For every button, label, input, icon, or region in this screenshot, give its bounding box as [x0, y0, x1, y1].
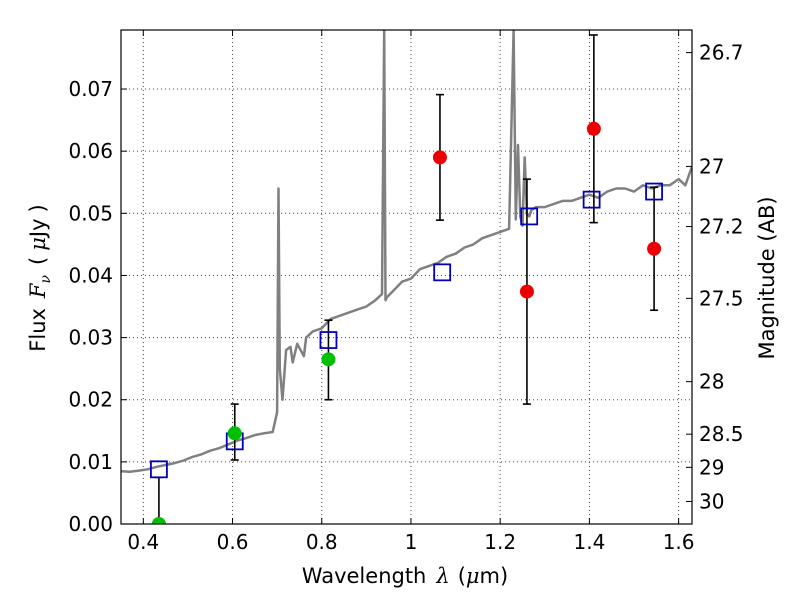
model-point [582, 190, 601, 209]
y2-tick-label: 27.2 [699, 215, 744, 239]
y2-tick-label: 30 [699, 489, 724, 513]
grid-lines [121, 30, 692, 524]
x-tick-label: 0.8 [306, 530, 338, 554]
y-tick-label: 0.03 [68, 326, 113, 350]
optical-point [151, 517, 166, 524]
y2-tick-label: 28 [699, 370, 724, 394]
y-tick-label: 0.00 [68, 512, 113, 536]
y-axis-label: FluxFν(μJy) [26, 204, 54, 351]
x-tick-label: 1.6 [663, 530, 695, 554]
sed-series-line [121, 30, 692, 474]
data-markers [150, 121, 663, 524]
optical-point [227, 426, 242, 441]
y-tick-label: 0.07 [68, 77, 113, 101]
x-tick-label: 1 [405, 530, 418, 554]
sed-template-line [121, 30, 692, 474]
plot-frame [120, 29, 693, 525]
model-point [645, 182, 663, 201]
model-point [150, 460, 168, 479]
x-axis-label: Wavelength λ (μm) [302, 564, 508, 588]
y2-axis-ticks: 26.7 27 27.2 27.5 28 28.5 29 30 [686, 41, 744, 513]
x-tick-label: 0.4 [127, 530, 159, 554]
x-tick-label: 1.2 [484, 530, 516, 554]
x-axis-ticks: 0.4 0.6 0.8 1 1.2 1.4 1.6 [127, 30, 695, 554]
x-tick-label: 0.6 [217, 530, 249, 554]
model-point [319, 331, 338, 349]
model-point [520, 207, 539, 226]
y2-tick-label: 26.7 [699, 41, 744, 65]
y2-tick-label: 27 [699, 154, 724, 178]
x-tick-label: 1.4 [573, 530, 605, 554]
y-tick-label: 0.01 [68, 450, 113, 474]
nir-point [586, 121, 601, 136]
y2-tick-label: 28.5 [699, 422, 744, 446]
y2-tick-label: 27.5 [699, 286, 744, 310]
nir-point [519, 284, 534, 299]
y-tick-label: 0.05 [68, 201, 113, 225]
y2-axis-label: Magnitude (AB) [755, 196, 779, 359]
y-tick-label: 0.06 [68, 139, 113, 163]
nir-point [647, 241, 662, 256]
model-point [433, 263, 452, 282]
y2-tick-label: 29 [699, 455, 724, 479]
optical-point [321, 352, 336, 367]
y-axis-ticks: 0.00 0.01 0.02 0.03 0.04 0.05 0.06 0.07 [68, 77, 127, 536]
y-tick-label: 0.02 [68, 388, 113, 412]
y-tick-label: 0.04 [68, 263, 113, 287]
nir-point [432, 150, 447, 165]
